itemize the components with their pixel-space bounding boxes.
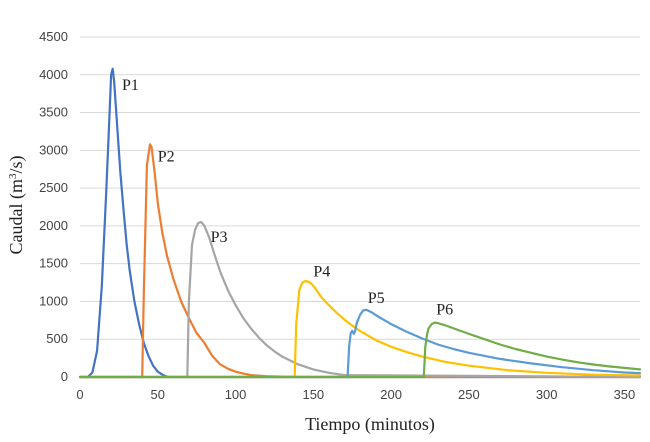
y-tick-label: 2000 (39, 218, 68, 233)
y-tick-label: 1000 (39, 293, 68, 308)
series-label-p6: P6 (436, 301, 453, 318)
series-label-p4: P4 (313, 264, 330, 281)
y-axis-title-post: /s) (6, 156, 27, 174)
series-label-p2: P2 (158, 149, 175, 166)
y-axis-title-pre: Caudal (m (6, 179, 27, 254)
x-tick-label: 300 (536, 387, 558, 402)
y-tick-label: 3500 (39, 105, 68, 120)
y-axis-title-sup: 3 (7, 173, 19, 179)
x-tick-label: 100 (225, 387, 247, 402)
x-tick-label: 50 (151, 387, 165, 402)
x-tick-label: 250 (458, 387, 480, 402)
y-tick-label: 4000 (39, 67, 68, 82)
y-tick-label: 1500 (39, 256, 68, 271)
series-line-p6 (78, 321, 642, 379)
series-annotations: P1 P2 P3 P4 P5 P6 (122, 77, 453, 318)
x-tick-label: 0 (76, 387, 83, 402)
series-label-p3: P3 (211, 229, 228, 246)
series-line-p3 (78, 221, 642, 379)
y-tick-label: 4500 (39, 29, 68, 44)
series-line-p4 (78, 279, 642, 379)
x-tick-label: 200 (380, 387, 402, 402)
series-label-p1: P1 (122, 77, 139, 94)
series-line-p5 (78, 308, 642, 379)
gridlines (80, 36, 640, 340)
x-tick-label: 350 (614, 387, 636, 402)
series-lines (78, 67, 642, 379)
y-axis-title: Caudal (m3/s) (6, 156, 27, 255)
y-tick-label: 2500 (39, 180, 68, 195)
y-tick-label: 3000 (39, 142, 68, 157)
series-line-p1 (78, 67, 642, 379)
y-tick-label: 500 (46, 331, 68, 346)
x-axis-title: Tiempo (minutos) (305, 414, 435, 435)
series-label-p5: P5 (368, 290, 385, 307)
x-tick-label: 150 (302, 387, 324, 402)
y-tick-label: 0 (61, 369, 68, 384)
series-line-p2 (78, 143, 642, 379)
